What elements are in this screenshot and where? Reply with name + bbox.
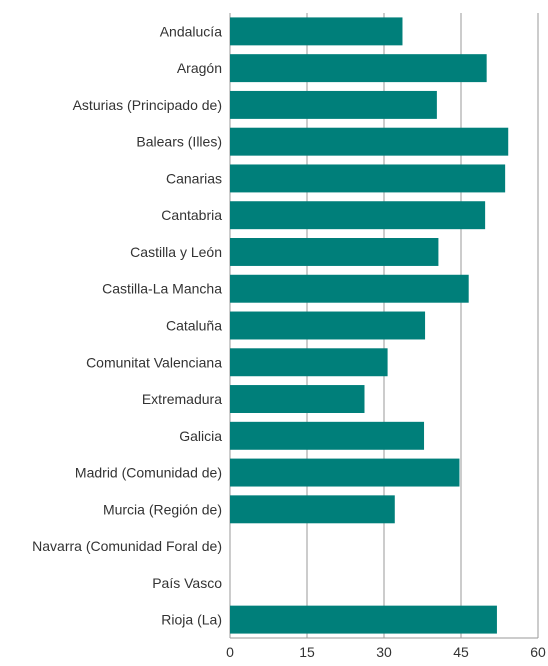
x-tick-label: 45 bbox=[453, 644, 469, 660]
bar bbox=[230, 605, 497, 634]
bar bbox=[230, 311, 426, 340]
category-label: Navarra (Comunidad Foral de) bbox=[32, 538, 222, 554]
bars bbox=[230, 17, 509, 634]
category-label: Canarias bbox=[166, 170, 222, 186]
bar bbox=[230, 164, 506, 193]
bar bbox=[230, 495, 395, 524]
category-label: Galicia bbox=[179, 428, 222, 444]
bar bbox=[230, 348, 388, 377]
category-label: Murcia (Región de) bbox=[103, 501, 222, 517]
category-label: Castilla y León bbox=[130, 244, 222, 260]
category-label: Rioja (La) bbox=[161, 612, 222, 628]
category-labels: Andalucía Aragón Asturias (Principado de) B… bbox=[32, 23, 222, 627]
category-label: Extremadura bbox=[142, 391, 222, 407]
bar bbox=[230, 54, 487, 83]
bar bbox=[230, 238, 439, 266]
category-label: Aragón bbox=[177, 60, 222, 76]
bar bbox=[230, 201, 486, 230]
category-label: Cataluña bbox=[166, 318, 222, 334]
category-label: Balears (Illes) bbox=[136, 134, 222, 150]
category-label: Cantabria bbox=[161, 207, 222, 223]
bar bbox=[230, 127, 509, 156]
x-tick-label: 60 bbox=[530, 644, 546, 660]
bar bbox=[230, 458, 460, 487]
category-label: País Vasco bbox=[152, 575, 222, 591]
category-label: Asturias (Principado de) bbox=[73, 97, 222, 113]
x-tick-label: 0 bbox=[226, 644, 234, 660]
category-label: Madrid (Comunidad de) bbox=[75, 465, 222, 481]
x-axis-ticks: 0 15 30 45 60 bbox=[226, 644, 546, 660]
bar bbox=[230, 17, 403, 46]
category-label: Comunitat Valenciana bbox=[86, 354, 222, 370]
x-tick-label: 15 bbox=[299, 644, 315, 660]
bar bbox=[230, 385, 365, 413]
bar bbox=[230, 90, 437, 119]
category-label: Castilla-La Mancha bbox=[102, 281, 222, 297]
category-label: Andalucía bbox=[160, 23, 222, 39]
bar bbox=[230, 274, 469, 303]
x-tick-label: 30 bbox=[376, 644, 392, 660]
bar bbox=[230, 421, 425, 450]
